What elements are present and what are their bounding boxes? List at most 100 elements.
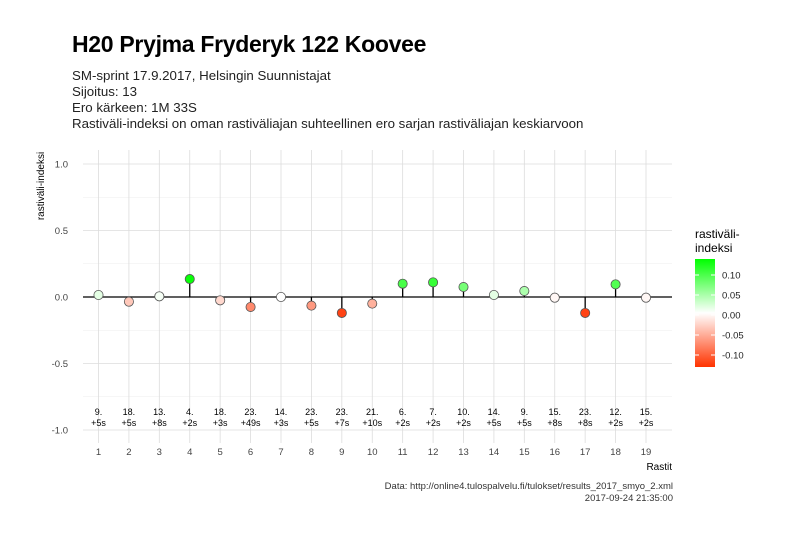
x-tick-label: 5 xyxy=(218,447,223,458)
data-point xyxy=(580,307,591,318)
x-tick-label: 16 xyxy=(549,447,560,458)
subtitle-line-gap: Ero kärkeen: 1M 33S xyxy=(72,100,197,115)
data-point xyxy=(154,291,165,302)
legend-tick-label: 0.05 xyxy=(722,291,741,302)
chart-title: H20 Pryjma Fryderyk 122 Koovee xyxy=(72,31,427,57)
y-axis-label: rastiväli-indeksi xyxy=(36,152,47,220)
x-tick-label: 15 xyxy=(519,447,530,458)
legend-title-line-2: indeksi xyxy=(695,241,732,255)
data-point xyxy=(93,290,104,301)
legend-tick-label: 0.10 xyxy=(722,271,741,282)
data-point xyxy=(275,291,286,302)
point-label-diff: +49s xyxy=(241,418,261,428)
point-label-rank: 10. xyxy=(457,407,470,417)
subtitle-line-description: Rastiväli-indeksi on oman rastiväliajan … xyxy=(72,116,584,131)
point-label-rank: 7. xyxy=(429,407,437,417)
data-point xyxy=(306,300,317,311)
data-point xyxy=(549,292,560,303)
x-tick-label: 12 xyxy=(428,447,439,458)
data-point xyxy=(458,282,469,293)
y-tick-label: -0.5 xyxy=(52,359,68,370)
point-label-rank: 23. xyxy=(579,407,592,417)
point-label-diff: +8s xyxy=(578,418,593,428)
legend-tick-label: -0.10 xyxy=(722,351,744,362)
point-label-rank: 15. xyxy=(640,407,653,417)
point-label-rank: 14. xyxy=(275,407,288,417)
data-point xyxy=(519,286,530,297)
x-tick-label: 7 xyxy=(278,447,283,458)
data-point xyxy=(184,274,195,285)
caption-source: Data: http://online4.tulospalvelu.fi/tul… xyxy=(384,481,673,492)
point-label-diff: +3s xyxy=(274,418,289,428)
point-label-rank: 13. xyxy=(153,407,166,417)
point-label-rank: 23. xyxy=(244,407,257,417)
data-point xyxy=(367,298,378,309)
point-label-rank: 6. xyxy=(399,407,407,417)
point-label-diff: +8s xyxy=(547,418,562,428)
data-point xyxy=(123,296,134,307)
point-label-diff: +8s xyxy=(152,418,167,428)
y-tick-label: 1.0 xyxy=(55,160,68,171)
x-tick-label: 3 xyxy=(157,447,162,458)
point-labels: 9.+5s18.+5s13.+8s4.+2s18.+3s23.+49s14.+3… xyxy=(91,407,654,428)
point-label-diff: +10s xyxy=(362,418,382,428)
point-label-diff: +5s xyxy=(122,418,137,428)
point-label-rank: 18. xyxy=(123,407,136,417)
x-tick-label: 9 xyxy=(339,447,344,458)
data-point xyxy=(245,301,256,312)
x-tick-label: 10 xyxy=(367,447,378,458)
chart-marks xyxy=(83,274,672,318)
x-tick-label: 13 xyxy=(458,447,469,458)
point-label-rank: 15. xyxy=(548,407,561,417)
point-label-rank: 23. xyxy=(305,407,318,417)
data-point xyxy=(336,307,347,318)
x-tick-label: 17 xyxy=(580,447,591,458)
x-tick-label: 14 xyxy=(489,447,500,458)
point-label-diff: +5s xyxy=(91,418,106,428)
point-label-diff: +2s xyxy=(182,418,197,428)
y-axis: 1.0 0.5 0.0 -0.5 -1.0 xyxy=(52,160,68,437)
legend-tick-label: -0.05 xyxy=(722,331,744,342)
point-label-rank: 21. xyxy=(366,407,379,417)
chart-caption: Data: http://online4.tulospalvelu.fi/tul… xyxy=(385,481,673,505)
point-label-rank: 14. xyxy=(488,407,501,417)
point-label-rank: 4. xyxy=(186,407,194,417)
grid-lines xyxy=(83,150,672,443)
data-point xyxy=(428,277,439,288)
x-tick-label: 1 xyxy=(96,447,101,458)
x-tick-label: 2 xyxy=(126,447,131,458)
point-label-rank: 12. xyxy=(609,407,622,417)
subtitle-line-event: SM-sprint 17.9.2017, Helsingin Suunnista… xyxy=(72,68,331,83)
x-tick-label: 11 xyxy=(398,447,408,458)
data-point xyxy=(610,279,621,290)
x-tick-label: 4 xyxy=(187,447,192,458)
point-label-rank: 9. xyxy=(95,407,103,417)
x-axis: 1 2 3 4 5 6 7 8 9 10 11 12 13 14 15 16 17 18 19 xyxy=(96,447,651,458)
x-axis-label: Rastit xyxy=(646,462,672,473)
point-label-rank: 23. xyxy=(336,407,349,417)
point-label-diff: +2s xyxy=(639,418,654,428)
subtitle-line-rank: Sijoitus: 13 xyxy=(72,84,138,99)
point-label-diff: +2s xyxy=(608,418,623,428)
chart-subtitle: SM-sprint 17.9.2017, Helsingin Suunnista… xyxy=(72,68,583,132)
y-tick-label: -1.0 xyxy=(52,426,68,437)
point-label-rank: 18. xyxy=(214,407,227,417)
data-point xyxy=(215,295,226,306)
legend-colorbar xyxy=(695,259,715,367)
legend-title-line-1: rastiväli- xyxy=(695,227,740,241)
point-label-diff: +2s xyxy=(395,418,410,428)
data-point xyxy=(397,278,408,289)
x-tick-label: 8 xyxy=(309,447,314,458)
point-label-diff: +2s xyxy=(426,418,441,428)
caption-timestamp: 2017-09-24 21:35:00 xyxy=(584,493,673,504)
x-tick-label: 19 xyxy=(641,447,652,458)
color-legend: rastiväli-indeksi 0.10 0.05 0.00 -0.05 -0.10 xyxy=(695,227,744,367)
x-tick-label: 18 xyxy=(610,447,621,458)
point-label-diff: +7s xyxy=(334,418,349,428)
data-point xyxy=(641,292,652,303)
y-tick-label: 0.0 xyxy=(55,293,68,304)
data-point xyxy=(488,290,499,301)
point-label-diff: +5s xyxy=(517,418,532,428)
x-tick-label: 6 xyxy=(248,447,253,458)
